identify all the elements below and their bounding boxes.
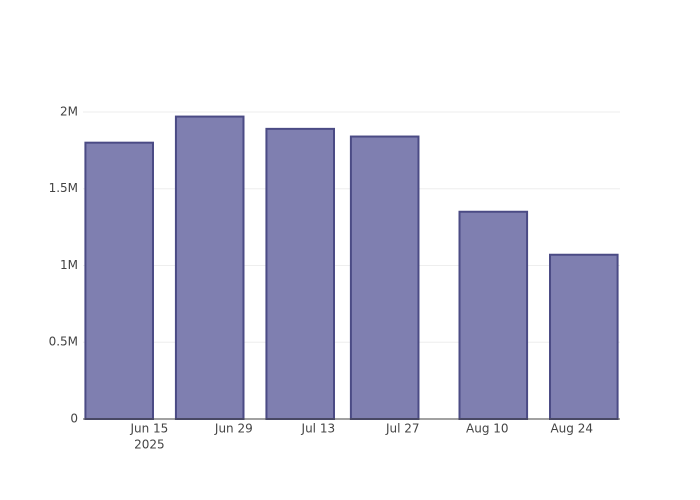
y-tick-label: 2M: [60, 104, 78, 118]
y-tick-label: 1.5M: [49, 181, 78, 195]
x-tick-label: Jun 15: [129, 422, 168, 436]
y-tick-label: 1M: [60, 258, 78, 272]
x-tick-label: Jun 29: [214, 422, 253, 436]
x-tick-label: Jul 27: [385, 422, 420, 436]
bar: [549, 253, 619, 420]
x-year-label: 2025: [134, 438, 165, 452]
y-tick-label: 0.5M: [49, 335, 78, 349]
x-tick-label: Aug 24: [550, 422, 593, 436]
bar: [349, 135, 420, 420]
x-tick-label: Aug 10: [466, 422, 509, 436]
bar: [174, 115, 245, 420]
x-tick-label: Jul 13: [301, 422, 336, 436]
bar: [265, 127, 336, 420]
bar: [84, 141, 154, 420]
bar: [458, 210, 529, 420]
y-tick-label: 0: [70, 412, 78, 426]
